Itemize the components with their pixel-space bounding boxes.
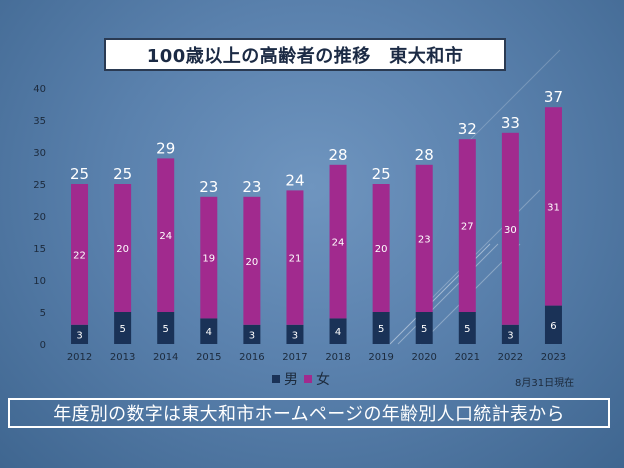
legend-item-male: 男 [272, 369, 298, 389]
x-tick-label: 2019 [368, 352, 393, 363]
source-caption: 年度別の数字は東大和市ホームページの年齢別人口統計表から [53, 404, 565, 425]
bar-female-value-label: 20 [375, 244, 388, 255]
bar-female [114, 184, 132, 312]
bar-female-value-label: 20 [116, 244, 129, 255]
y-tick-label: 35 [33, 116, 46, 127]
bar-male-value-label: 4 [206, 327, 212, 338]
y-tick-label: 20 [33, 212, 46, 223]
bar-total-label: 23 [199, 178, 218, 196]
x-tick-label: 2021 [455, 352, 480, 363]
bar-total-label: 33 [501, 114, 520, 132]
bar-female [71, 184, 89, 325]
bar-total-label: 28 [415, 146, 434, 164]
chart-title-box: 100歳以上の高齢者の推移 東大和市 [104, 38, 506, 71]
bar-female-value-label: 21 [289, 254, 302, 265]
bar-female [157, 158, 175, 312]
source-caption-box: 年度別の数字は東大和市ホームページの年齢別人口統計表から [8, 398, 610, 428]
legend-swatch-female [304, 375, 312, 383]
bar-female [286, 190, 304, 325]
bar-female [329, 164, 347, 319]
y-tick-label: 0 [40, 340, 46, 351]
bar-male [501, 324, 519, 344]
x-tick-label: 2017 [282, 352, 307, 363]
bar-male [544, 305, 562, 344]
x-tick-label: 2015 [196, 352, 221, 363]
bar-male [286, 324, 304, 344]
y-tick-label: 25 [33, 180, 46, 191]
y-tick-label: 30 [33, 148, 46, 159]
bar-total-label: 25 [70, 165, 89, 183]
x-tick-label: 2022 [498, 352, 523, 363]
bar-male [243, 324, 261, 344]
bar-female-value-label: 22 [73, 250, 86, 261]
bar-male-value-label: 5 [119, 324, 125, 335]
bar-total-label: 28 [328, 146, 347, 164]
legend-swatch-male [272, 375, 280, 383]
bar-female-value-label: 27 [461, 222, 474, 233]
y-tick-label: 10 [33, 276, 46, 287]
bar-total-label: 23 [242, 178, 261, 196]
y-tick-label: 15 [33, 244, 46, 255]
bar-total-label: 24 [285, 171, 304, 189]
bar-female [544, 107, 562, 306]
bar-male [71, 324, 89, 344]
bar-female [243, 196, 261, 325]
bar-female-value-label: 30 [504, 225, 517, 236]
bar-total-label: 29 [156, 139, 175, 157]
bar-male [157, 312, 175, 344]
bar-female [415, 164, 433, 312]
x-tick-label: 2023 [541, 352, 566, 363]
y-tick-label: 5 [40, 308, 46, 319]
bar-male-value-label: 5 [464, 324, 470, 335]
x-tick-label: 2020 [411, 352, 436, 363]
legend-item-female: 女 [304, 369, 330, 389]
bar-male-value-label: 6 [550, 321, 556, 332]
bar-female-value-label: 31 [547, 202, 560, 213]
bar-total-label: 25 [113, 165, 132, 183]
as-of-date: 8月31日現在 [515, 378, 575, 389]
bar-male-value-label: 3 [507, 330, 513, 341]
bar-male-value-label: 3 [249, 330, 255, 341]
bar-female-value-label: 20 [246, 257, 259, 268]
bar-male [329, 318, 347, 344]
bar-male-value-label: 3 [76, 330, 82, 341]
bar-male-value-label: 5 [163, 324, 169, 335]
bar-female [501, 132, 519, 325]
bar-total-label: 32 [458, 120, 477, 138]
chart-title: 100歳以上の高齢者の推移 東大和市 [146, 45, 464, 67]
bar-female [200, 196, 218, 319]
bar-male [458, 312, 476, 344]
bar-male-value-label: 5 [378, 324, 384, 335]
bar-female-value-label: 23 [418, 234, 431, 245]
x-tick-label: 2016 [239, 352, 264, 363]
bar-female-value-label: 19 [202, 254, 215, 265]
bar-male-value-label: 3 [292, 330, 298, 341]
bar-female-value-label: 24 [332, 238, 345, 249]
chart-legend: 男 女 [272, 369, 330, 389]
bar-male-value-label: 5 [421, 324, 427, 335]
bar-male-value-label: 4 [335, 327, 341, 338]
bar-female [458, 139, 476, 312]
x-tick-label: 2018 [325, 352, 350, 363]
bar-male [415, 312, 433, 344]
bar-total-label: 25 [372, 165, 391, 183]
bar-female [372, 184, 390, 312]
bar-total-label: 37 [544, 88, 563, 106]
bar-female-value-label: 24 [159, 231, 172, 242]
bar-male [200, 318, 218, 344]
x-tick-label: 2012 [67, 352, 92, 363]
x-tick-label: 2013 [110, 352, 135, 363]
bar-male [372, 312, 390, 344]
y-tick-label: 40 [33, 84, 46, 95]
x-tick-label: 2014 [153, 352, 178, 363]
legend-label-male: 男 [284, 372, 298, 388]
bar-male [114, 312, 132, 344]
legend-label-female: 女 [316, 372, 330, 388]
